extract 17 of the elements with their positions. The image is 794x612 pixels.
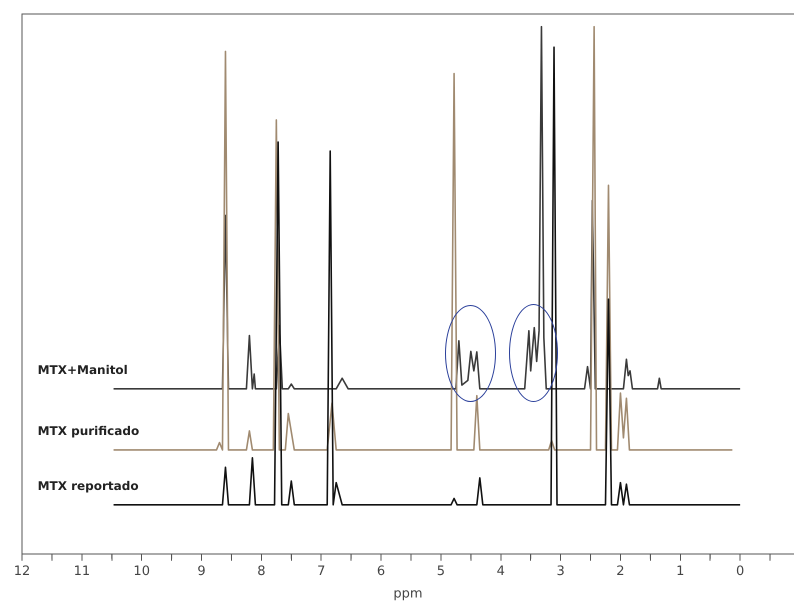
series-label: MTX reportado xyxy=(38,478,139,493)
x-tick-label: 10 xyxy=(133,564,150,579)
x-tick-label: 5 xyxy=(436,564,446,579)
x-axis-title: ppm xyxy=(393,586,423,602)
x-tick-label: 2 xyxy=(616,564,625,579)
x-tick-label: 9 xyxy=(197,564,206,579)
series-label: MTX+Manitol xyxy=(38,362,128,377)
series-label: MTX purificado xyxy=(38,424,140,438)
x-tick-label: 7 xyxy=(317,564,326,579)
x-tick-label: 6 xyxy=(376,564,386,579)
x-tick-label: 1 xyxy=(676,564,684,579)
x-tick-label: 12 xyxy=(14,564,30,579)
x-tick-label: 4 xyxy=(496,564,505,579)
x-tick-label: 3 xyxy=(556,564,565,579)
x-tick-label: 8 xyxy=(257,564,266,579)
x-tick-label: 11 xyxy=(74,564,90,579)
x-tick-label: 0 xyxy=(736,564,744,579)
